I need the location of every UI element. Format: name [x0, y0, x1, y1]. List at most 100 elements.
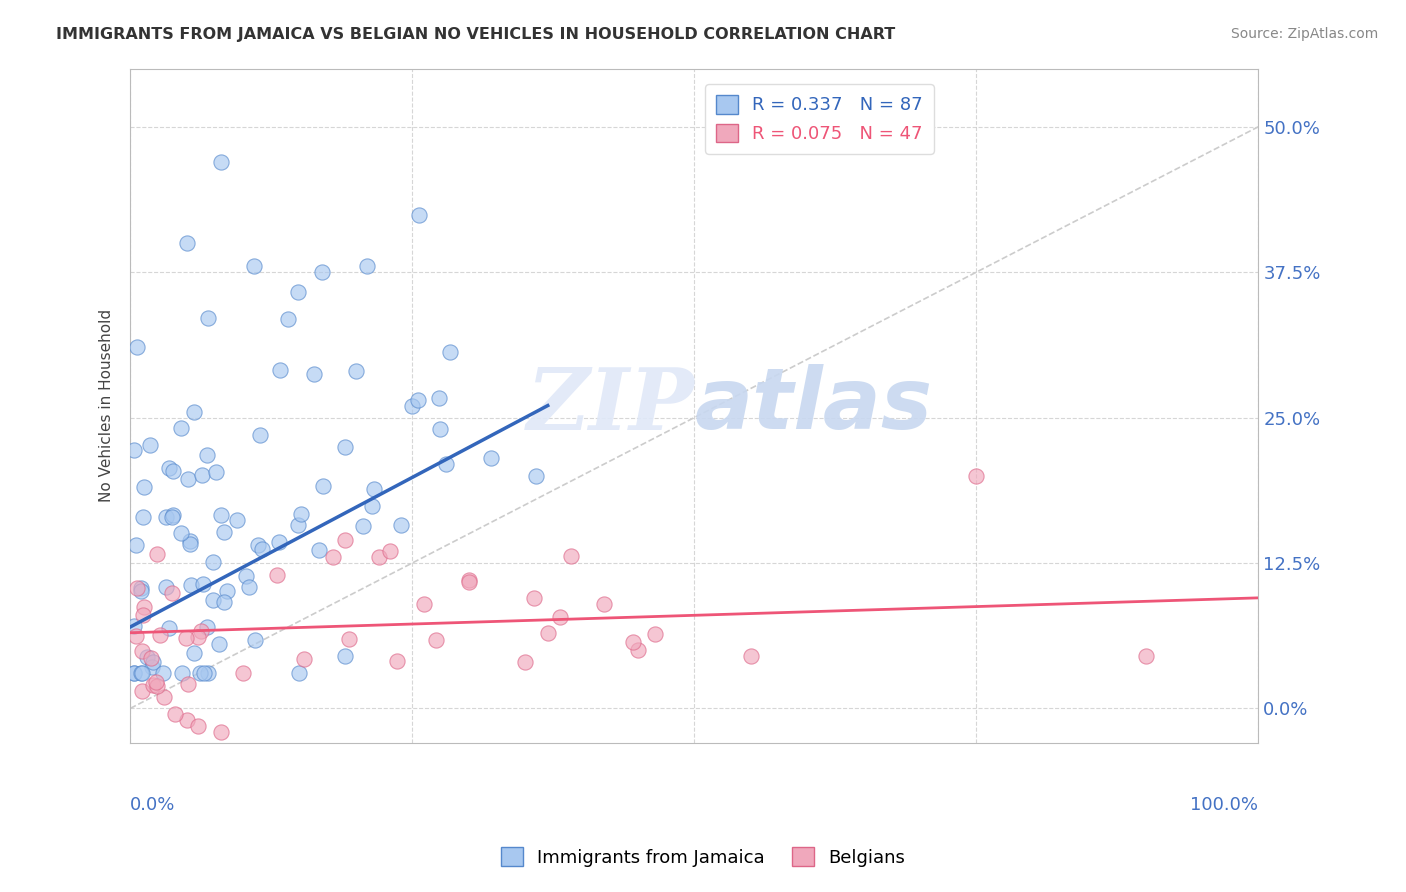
Point	[149, 628, 172, 642]
Text: 0.0%: 0.0%	[131, 796, 176, 814]
Point	[183, 646, 205, 660]
Point	[170, 526, 193, 541]
Point	[162, 464, 184, 478]
Point	[183, 405, 205, 419]
Point	[146, 680, 169, 694]
Point	[141, 660, 163, 674]
Point	[207, 637, 229, 651]
Point	[740, 648, 762, 663]
Point	[209, 508, 232, 522]
Point	[269, 363, 291, 377]
Point	[238, 580, 260, 594]
Point	[333, 649, 356, 664]
Point	[1135, 648, 1157, 663]
Point	[162, 510, 184, 524]
Point	[125, 340, 148, 354]
Text: IMMIGRANTS FROM JAMAICA VS BELGIAN NO VEHICLES IN HOUSEHOLD CORRELATION CHART: IMMIGRANTS FROM JAMAICA VS BELGIAN NO VE…	[56, 27, 896, 42]
Point	[215, 584, 238, 599]
Point	[146, 547, 169, 561]
Point	[131, 643, 153, 657]
Point	[406, 392, 429, 407]
Point	[548, 610, 571, 624]
Point	[122, 666, 145, 681]
Point	[235, 569, 257, 583]
Point	[122, 666, 145, 681]
Point	[132, 608, 155, 623]
Point	[252, 541, 274, 556]
Point	[125, 629, 148, 643]
Point	[165, 707, 187, 722]
Point	[157, 460, 180, 475]
Point	[122, 619, 145, 633]
Point	[333, 533, 356, 547]
Point	[515, 655, 537, 669]
Point	[132, 599, 155, 614]
Point	[170, 420, 193, 434]
Point	[312, 479, 335, 493]
Point	[308, 542, 330, 557]
Point	[193, 666, 215, 681]
Point	[479, 451, 502, 466]
Point	[458, 574, 481, 589]
Point	[408, 208, 430, 222]
Text: Source: ZipAtlas.com: Source: ZipAtlas.com	[1230, 27, 1378, 41]
Point	[537, 625, 560, 640]
Point	[352, 519, 374, 533]
Point	[190, 624, 212, 638]
Point	[344, 364, 367, 378]
Point	[145, 674, 167, 689]
Point	[195, 620, 218, 634]
Point	[209, 724, 232, 739]
Point	[385, 654, 408, 668]
Point	[243, 260, 266, 274]
Point	[425, 632, 447, 647]
Point	[162, 508, 184, 522]
Point	[155, 509, 177, 524]
Point	[191, 577, 214, 591]
Point	[288, 666, 311, 681]
Point	[136, 649, 159, 664]
Point	[188, 666, 211, 681]
Point	[439, 345, 461, 359]
Point	[644, 627, 666, 641]
Point	[337, 632, 360, 647]
Point	[287, 285, 309, 299]
Point	[129, 666, 152, 681]
Point	[132, 510, 155, 524]
Point	[162, 586, 184, 600]
Point	[277, 311, 299, 326]
Point	[125, 582, 148, 596]
Point	[187, 719, 209, 733]
Point	[179, 533, 201, 548]
Point	[201, 593, 224, 607]
Point	[627, 643, 650, 657]
Point	[122, 442, 145, 457]
Point	[142, 678, 165, 692]
Point	[401, 399, 423, 413]
Point	[139, 438, 162, 452]
Point	[125, 538, 148, 552]
Point	[131, 684, 153, 698]
Point	[322, 550, 344, 565]
Point	[180, 578, 202, 592]
Point	[139, 650, 162, 665]
Point	[155, 580, 177, 594]
Point	[429, 422, 451, 436]
Point	[356, 260, 378, 274]
Point	[142, 655, 165, 669]
Point	[212, 595, 235, 609]
Point	[427, 391, 450, 405]
Point	[311, 265, 333, 279]
Point	[153, 690, 176, 704]
Point	[333, 440, 356, 454]
Y-axis label: No Vehicles in Household: No Vehicles in Household	[100, 310, 114, 502]
Point	[965, 468, 987, 483]
Legend: R = 0.337   N = 87, R = 0.075   N = 47: R = 0.337 N = 87, R = 0.075 N = 47	[706, 85, 934, 153]
Point	[202, 555, 225, 569]
Point	[363, 483, 385, 497]
Point	[187, 630, 209, 644]
Point	[179, 537, 201, 551]
Point	[367, 550, 389, 565]
Point	[134, 480, 156, 494]
Point	[176, 235, 198, 250]
